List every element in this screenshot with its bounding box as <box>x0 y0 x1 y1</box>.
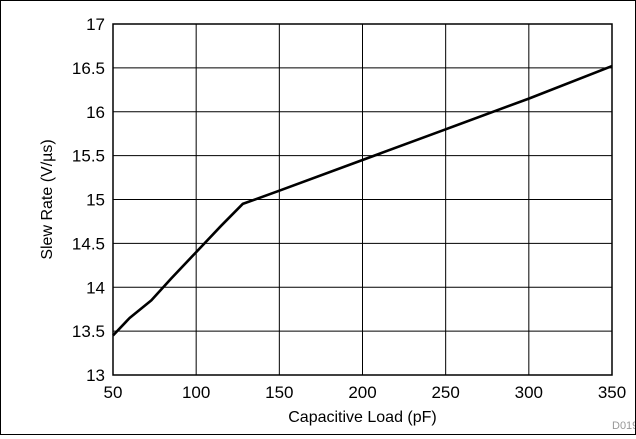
plot-area <box>112 23 613 376</box>
x-tick-label-3: 200 <box>348 383 376 402</box>
x-tick-label-1: 100 <box>182 383 210 402</box>
series-line-0 <box>112 64 613 337</box>
grid-lines <box>113 24 612 375</box>
y-tick-label-7: 16.5 <box>72 59 105 78</box>
x-tick-label-6: 350 <box>598 383 626 402</box>
y-tick-label-4: 15 <box>86 191 105 210</box>
y-tick-label-8: 17 <box>86 15 105 34</box>
y-tick-label-6: 16 <box>86 103 105 122</box>
x-tick-label-5: 300 <box>515 383 543 402</box>
y-tick-label-2: 14 <box>86 278 105 297</box>
x-tick-label-0: 50 <box>104 383 123 402</box>
y-tick-label-0: 13 <box>86 366 105 385</box>
figure-code: D019 <box>612 420 635 432</box>
y-tick-label-5: 15.5 <box>72 147 105 166</box>
x-tick-labels: 50 100 150 200 250 300 350 <box>104 383 627 402</box>
y-tick-labels: 13 13.5 14 14.5 15 15.5 16 16.5 17 <box>72 15 105 385</box>
x-tick-label-4: 250 <box>431 383 459 402</box>
x-tick-label-2: 150 <box>265 383 293 402</box>
y-tick-label-3: 14.5 <box>72 234 105 253</box>
series-group <box>112 64 613 337</box>
x-axis-label: Capacitive Load (pF) <box>288 409 437 426</box>
y-tick-label-1: 13.5 <box>72 322 105 341</box>
y-axis-label: Slew Rate (V/µs) <box>39 139 56 259</box>
